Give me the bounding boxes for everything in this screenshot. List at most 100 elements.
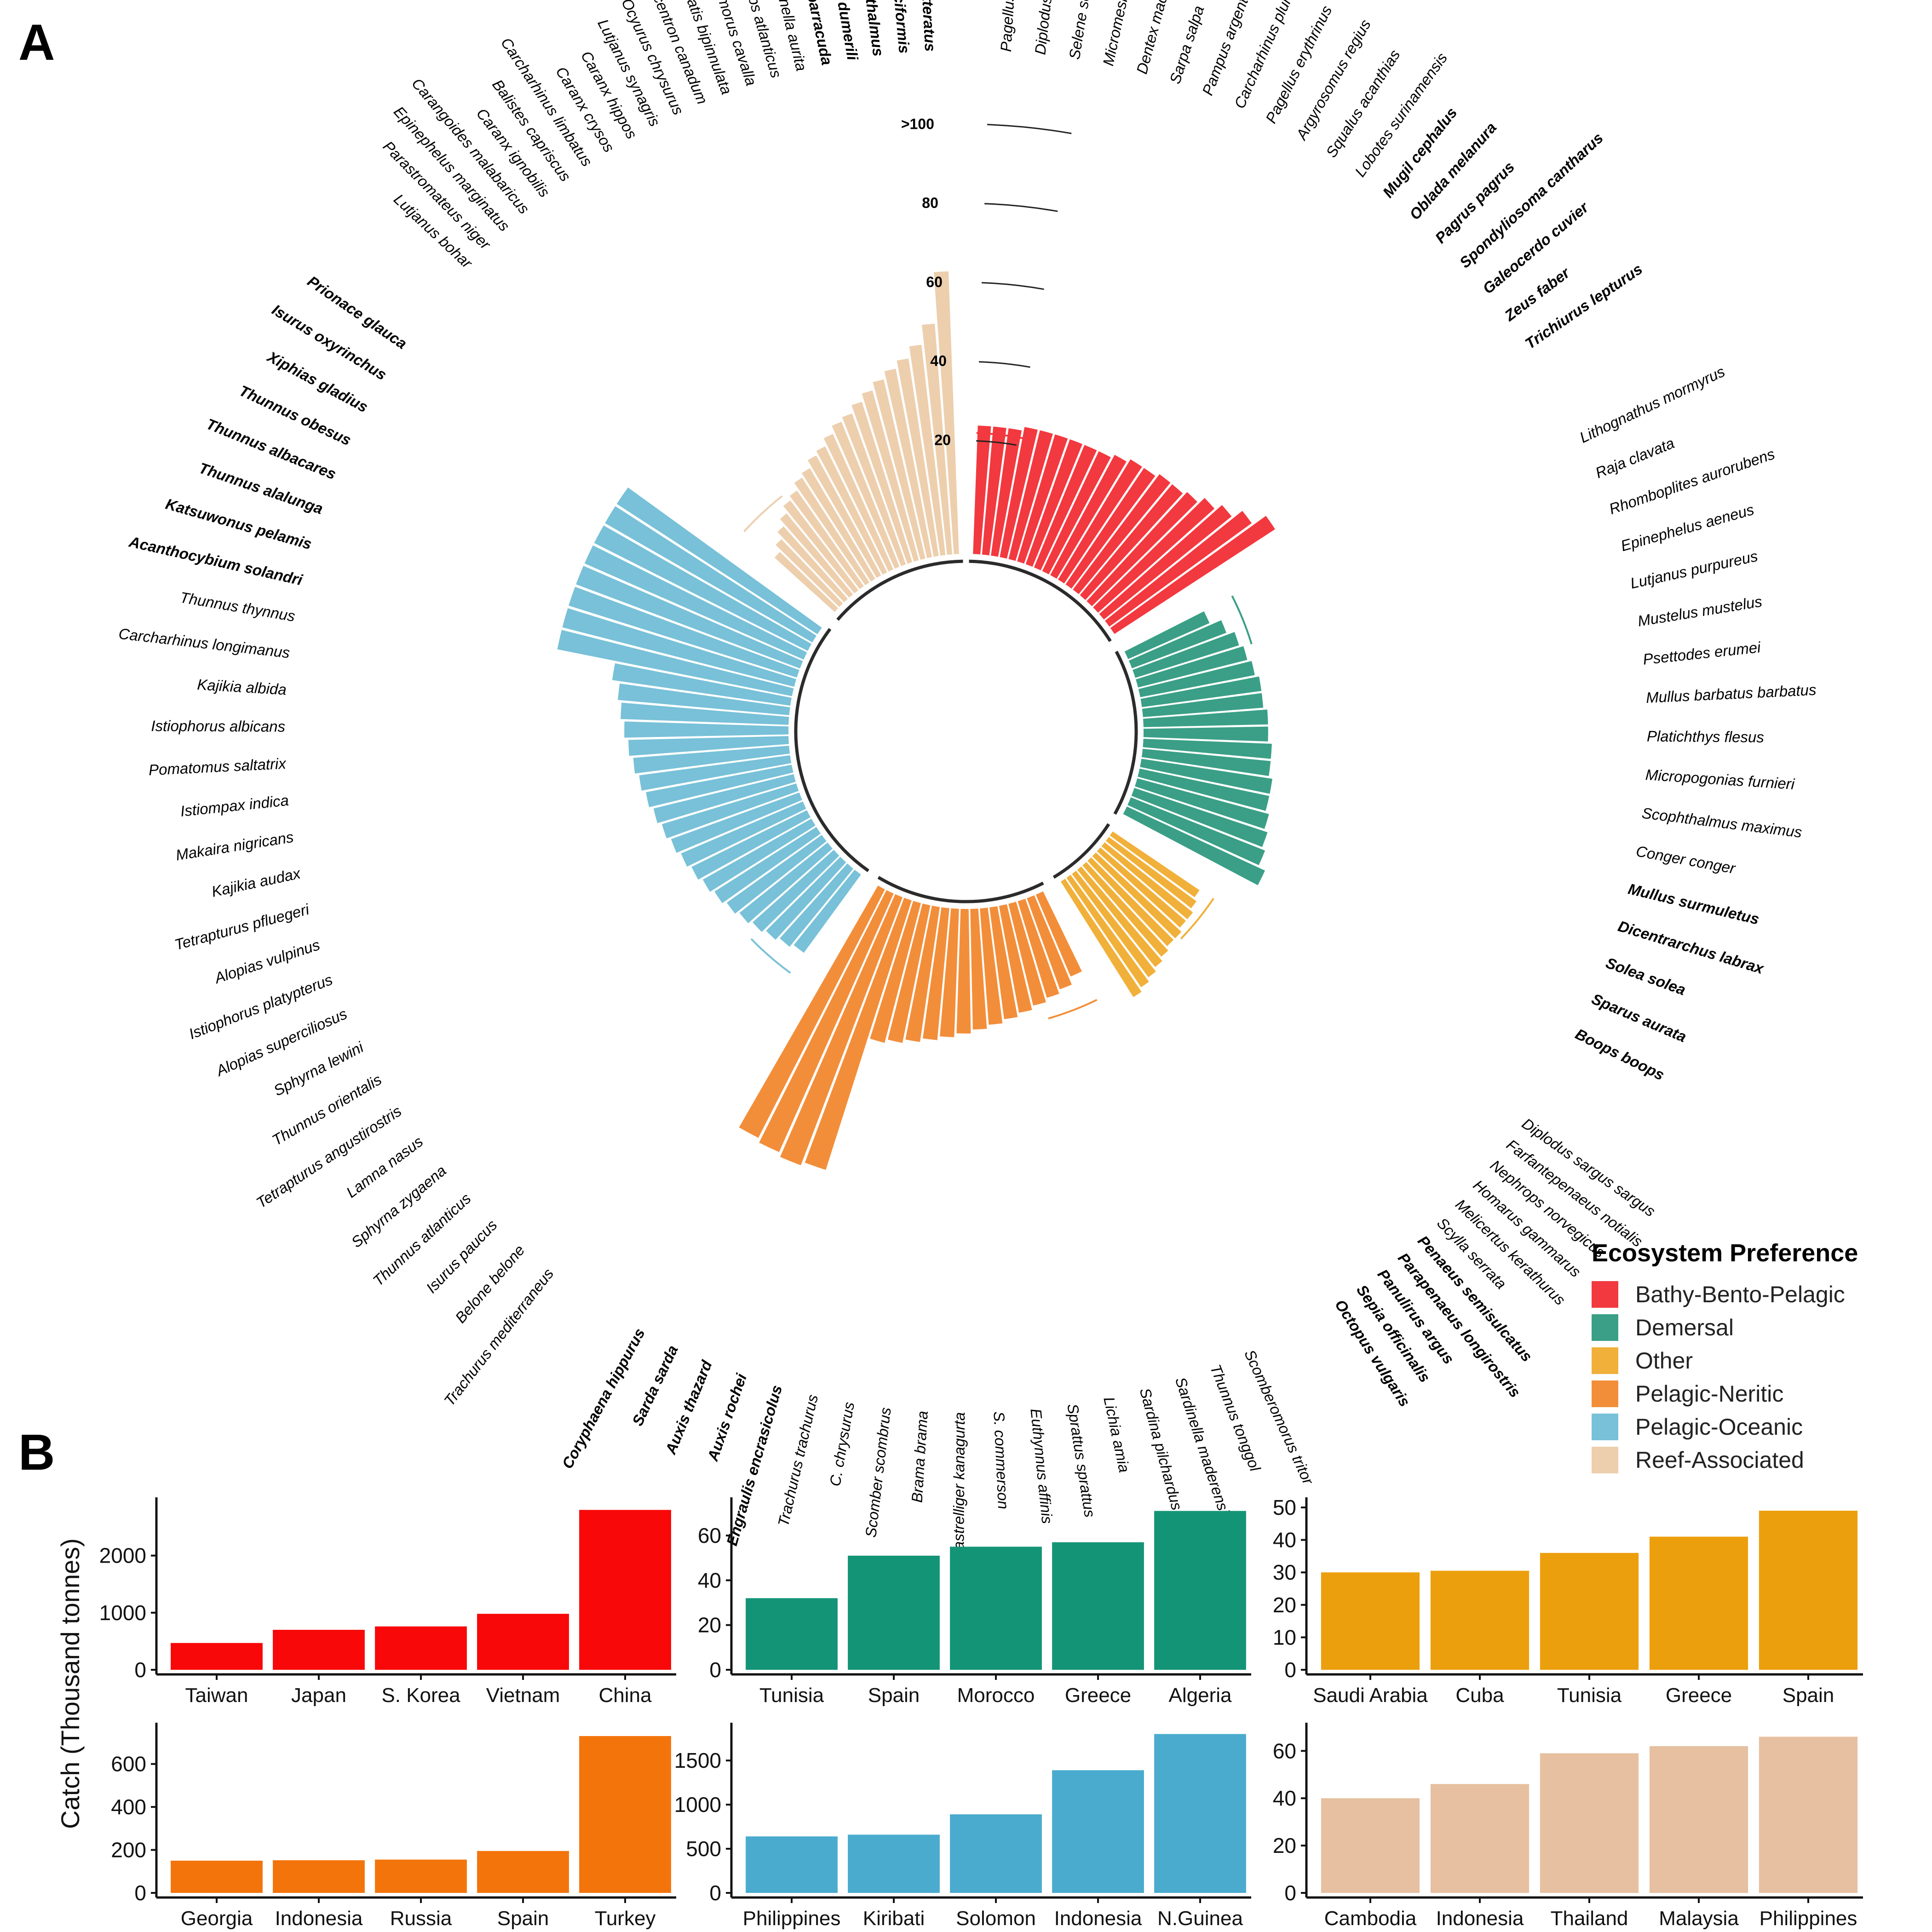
species-label: Epinephelus aeneus [1619,501,1756,555]
species-label: Rastrelliger kanagurta [950,1412,968,1561]
y-tick-label: 20 [698,1613,721,1637]
polar-bar [841,412,907,568]
country-label: Saudi Arabia [1313,1684,1428,1707]
radial-scale-label: >100 [901,115,934,132]
country-label: Indonesia [1436,1907,1524,1930]
polar-bar [556,628,795,697]
catch-bar [273,1630,365,1670]
country-label: Indonesia [275,1907,363,1930]
polar-bar [981,426,1008,557]
country-label: Tunisia [1557,1684,1622,1707]
catch-bar [1430,1784,1530,1893]
polar-bar [1126,796,1266,867]
polar-bar [758,889,895,1154]
species-label: Alopias vulpinus [212,936,322,987]
polar-bar [1070,869,1157,979]
catch-bar [950,1547,1042,1670]
country-label: Taiwan [185,1684,248,1707]
species-label: Diplodus annularis [1031,0,1062,56]
polar-bar [611,662,793,707]
polar-bar [1033,443,1098,572]
species-label: Makaira nigricans [174,828,294,863]
polar-bar [1065,874,1150,989]
panel-a-letter: A [18,14,55,71]
polar-bar [679,800,808,868]
polar-bar [567,586,801,679]
catch-bar [746,1598,838,1670]
species-label: Mullus barbatus barbatus [1645,681,1817,706]
polar-bar [627,735,790,757]
catch-bar [1759,1511,1858,1670]
polar-bar [1136,767,1271,812]
country-label: Thailand [1551,1907,1628,1930]
legend-swatch [1592,1314,1618,1341]
y-tick-label: 30 [1273,1560,1296,1584]
country-label: Spain [868,1684,920,1707]
y-tick-label: 600 [111,1752,146,1776]
catch-chart-pelagic-oceanic: 0 500 1000 1500 Philippines Kiribati Solomon In… [674,1723,1251,1930]
polar-bar-chart: Pagellus acarne Diplodus annularisSelene … [118,0,1817,1561]
polar-bar [886,902,932,1044]
polar-bar [998,903,1034,1014]
catch-bar [171,1643,263,1670]
radial-scale-arc [987,124,1072,134]
polar-bar [1035,890,1083,978]
polar-bar [1057,458,1144,585]
country-label: China [599,1684,652,1707]
polar-bar [792,868,862,954]
y-tick-label: 0 [1284,1881,1296,1905]
country-label: Indonesia [1054,1907,1142,1930]
catch-bar [273,1860,365,1893]
country-label: S. Korea [381,1684,460,1707]
y-tick-label: 0 [134,1881,146,1905]
legend-label: Demersal [1635,1315,1734,1340]
y-tick-label: 50 [1273,1495,1296,1519]
catch-bar [171,1860,263,1893]
species-label: Boops boops [1573,1025,1667,1084]
country-label: Cambodia [1324,1907,1417,1930]
species-label: Selene setapinnis [1066,0,1102,61]
species-label: Oblada melanura [1406,119,1500,223]
radial-scale-arc [976,440,1017,446]
species-label: Carcharhinus longimanus [118,625,291,661]
polar-bar [632,744,791,775]
polar-bar [737,884,886,1139]
y-axis-label: Catch (Thousand tonnes) [56,1538,85,1829]
polar-bar [765,855,848,941]
polar-bar [999,426,1039,560]
polar-bar [1098,504,1233,621]
y-tick-label: 0 [709,1881,721,1905]
polar-bar [969,907,988,1031]
species-label: Galeocerdo cuvier [1479,198,1592,297]
legend-swatch [1592,1380,1618,1407]
polar-bar [1141,692,1265,719]
polar-bar [871,378,927,561]
catch-bar [477,1614,569,1670]
group-reference-arc [1180,897,1214,940]
polar-bar [1108,830,1201,899]
y-tick-label: 0 [709,1658,721,1682]
y-tick-label: 400 [111,1795,146,1819]
country-label: Morocco [957,1684,1035,1707]
polar-bar [861,389,920,563]
y-tick-label: 2000 [99,1544,146,1568]
polar-bar [778,862,855,949]
catch-bar [1649,1746,1748,1893]
species-label: Lichia amia [1100,1395,1133,1474]
country-label: Philippines [743,1907,841,1930]
catch-bar [1154,1734,1246,1893]
radial-scale: 20 40 60 80 >100 [901,115,1072,448]
catch-bar [579,1510,671,1670]
catch-bar [950,1814,1042,1893]
species-label: Scophthalmus maximus [1641,804,1803,840]
country-label: Malaysia [1659,1907,1739,1930]
polar-bar [979,906,1004,1026]
polar-bar [804,897,913,1171]
legend-swatch [1592,1447,1618,1473]
polar-bar [1024,438,1084,568]
legend-swatch [1592,1347,1618,1374]
polar-bar [1007,900,1047,1007]
